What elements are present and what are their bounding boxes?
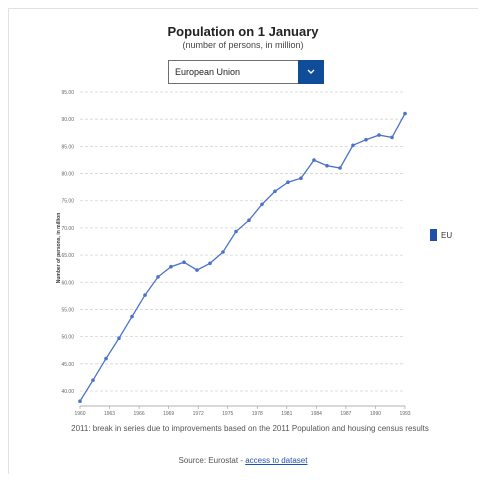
series-line — [79, 113, 406, 402]
footnote: 2011: break in series due to improvement… — [71, 424, 429, 433]
data-point — [117, 336, 121, 341]
x-tick-label: 1978 — [252, 411, 263, 417]
data-point — [234, 229, 238, 234]
data-point — [195, 268, 199, 272]
x-tick-label: 1987 — [340, 411, 351, 417]
data-point — [143, 293, 147, 297]
y-tick-label: 45.00 — [61, 362, 74, 368]
dataset-link[interactable]: access to dataset — [245, 456, 308, 465]
x-tick-label: 1984 — [311, 411, 322, 417]
data-point — [78, 399, 82, 404]
x-tick-label: 1969 — [163, 411, 174, 417]
y-tick-label: 50.00 — [61, 335, 74, 341]
y-tick-label: 80.00 — [61, 172, 74, 178]
chart-subtitle: (number of persons, in million) — [182, 40, 304, 50]
data-point — [169, 264, 173, 269]
data-point — [221, 250, 225, 254]
data-point — [351, 143, 355, 148]
legend[interactable]: EU — [430, 229, 452, 241]
y-tick-label: 70.00 — [61, 226, 74, 232]
x-tick-label: 1972 — [193, 411, 204, 417]
x-tick-label: 1966 — [134, 411, 145, 417]
y-tick-label: 65.00 — [61, 253, 74, 259]
y-tick-label: 60.00 — [61, 280, 74, 286]
data-point — [91, 378, 95, 383]
data-point — [247, 218, 251, 222]
chevron-down-icon — [307, 69, 315, 74]
region-select-value: European Union — [175, 67, 241, 77]
data-point — [273, 189, 277, 194]
data-point — [208, 261, 212, 266]
x-tick-label: 1981 — [281, 411, 292, 417]
x-tick-label: 1975 — [222, 411, 233, 417]
y-tick-label: 40.00 — [61, 389, 74, 395]
data-point — [130, 314, 134, 319]
y-axis-title: Number of persons, in million — [56, 213, 62, 284]
data-point — [182, 260, 186, 265]
x-tick-label: 1990 — [370, 411, 381, 417]
data-point — [286, 180, 290, 184]
data-point — [390, 135, 394, 140]
y-tick-label: 55.00 — [61, 307, 74, 313]
x-tick-label: 1963 — [104, 411, 115, 417]
select-dropdown-button[interactable] — [298, 60, 324, 84]
data-point — [299, 176, 303, 180]
chart-title: Population on 1 January — [167, 24, 319, 39]
data-point — [338, 166, 342, 170]
x-tick-label: 1960 — [74, 411, 85, 417]
data-point — [260, 202, 264, 207]
data-point — [104, 356, 108, 361]
y-tick-label: 90.00 — [61, 117, 74, 123]
data-point — [377, 133, 381, 137]
y-tick-label: 85.00 — [61, 144, 74, 150]
data-point — [364, 137, 368, 142]
data-point — [325, 163, 329, 168]
legend-label: EU — [441, 230, 453, 240]
source-line: Source: Eurostat - access to dataset — [0, 456, 486, 465]
y-tick-label: 75.00 — [61, 199, 74, 205]
legend-swatch — [430, 229, 437, 241]
region-select[interactable]: European Union — [168, 60, 324, 84]
y-tick-label: 95.00 — [61, 90, 74, 96]
data-point — [403, 111, 407, 116]
source-prefix: Source: Eurostat - — [178, 456, 246, 465]
chart-frame — [8, 8, 478, 474]
data-point — [312, 158, 316, 162]
data-point — [156, 275, 160, 279]
x-tick-label: 1993 — [399, 411, 410, 417]
